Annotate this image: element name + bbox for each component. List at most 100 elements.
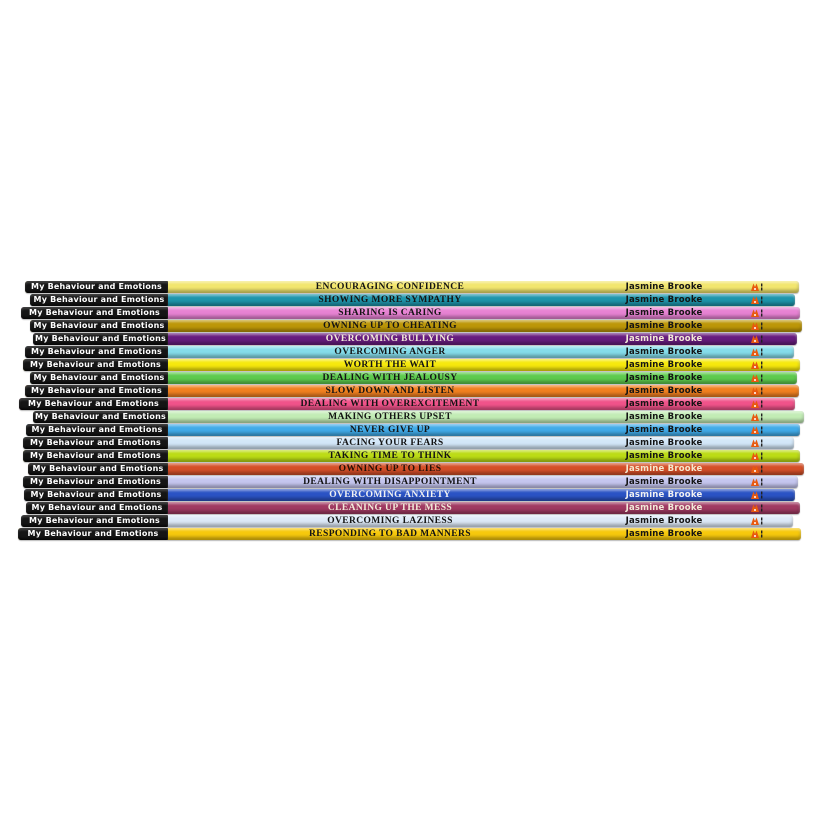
series-label: My Behaviour and Emotions [30, 372, 168, 384]
book-author: Jasmine Brooke [625, 464, 703, 474]
book-title: NEVER GIVE UP [349, 425, 431, 435]
series-label: My Behaviour and Emotions [30, 294, 168, 306]
series-label-text: My Behaviour and Emotions [35, 412, 166, 421]
series-label: My Behaviour and Emotions [24, 489, 168, 501]
series-label: My Behaviour and Emotions [18, 528, 168, 540]
book-author: Jasmine Brooke [625, 308, 703, 318]
series-label-text: My Behaviour and Emotions [30, 360, 161, 369]
book-author: Jasmine Brooke [625, 360, 703, 370]
book-spine[interactable]: My Behaviour and Emotions DEALING WITH DI… [23, 476, 798, 488]
series-label: My Behaviour and Emotions [23, 359, 168, 371]
book-title: DEALING WITH DISAPPOINTMENT [303, 477, 477, 487]
book-spine[interactable]: My Behaviour and Emotions OVERCOMING BULL… [33, 333, 797, 345]
series-label: My Behaviour and Emotions [28, 463, 168, 475]
book-spine[interactable]: My Behaviour and Emotions SLOW DOWN AND L… [25, 385, 799, 397]
book-author: Jasmine Brooke [625, 334, 703, 344]
publisher-logo-icon [750, 359, 767, 371]
book-spine[interactable]: My Behaviour and Emotions SHARING IS CARI… [21, 307, 800, 319]
publisher-logo-icon [750, 424, 767, 436]
book-title: WORTH THE WAIT [343, 360, 437, 370]
publisher-logo-icon [750, 437, 767, 449]
book-title: OVERCOMING BULLYING [325, 334, 455, 344]
series-label-text: My Behaviour and Emotions [32, 464, 164, 473]
book-author: Jasmine Brooke [625, 451, 703, 461]
series-label-text: My Behaviour and Emotions [28, 399, 159, 408]
publisher-logo-icon [750, 294, 767, 306]
book-title: RESPONDING TO BAD MANNERS [309, 529, 471, 539]
book-spine[interactable]: My Behaviour and Emotions TAKING TIME TO … [23, 450, 800, 462]
book-title: DEALING WITH JEALOUSY [322, 373, 458, 383]
series-label: My Behaviour and Emotions [21, 307, 168, 319]
publisher-logo-icon [750, 489, 767, 501]
book-spine[interactable]: My Behaviour and Emotions OWNING UP TO CH… [30, 320, 802, 332]
publisher-logo-icon [750, 476, 767, 488]
series-label-text: My Behaviour and Emotions [31, 347, 162, 356]
book-spine[interactable]: My Behaviour and Emotions RESPONDING TO B… [18, 528, 801, 540]
book-title: TAKING TIME TO THINK [328, 451, 452, 461]
book-title: SHARING IS CARING [338, 308, 442, 318]
book-title: SHOWING MORE SYMPATHY [318, 295, 462, 305]
book-spine[interactable]: My Behaviour and Emotions DEALING WITH JE… [30, 372, 797, 384]
book-spine[interactable]: My Behaviour and Emotions NEVER GIVE UP Ja… [26, 424, 800, 436]
series-label-text: My Behaviour and Emotions [33, 373, 165, 382]
book-title: OVERCOMING ANGER [334, 347, 446, 357]
series-label-text: My Behaviour and Emotions [30, 477, 161, 486]
book-title: FACING YOUR FEARS [336, 438, 444, 448]
series-label: My Behaviour and Emotions [26, 424, 168, 436]
publisher-logo-icon [750, 320, 767, 332]
series-label-text: My Behaviour and Emotions [31, 503, 163, 512]
book-author: Jasmine Brooke [625, 477, 703, 487]
publisher-logo-icon [750, 528, 767, 540]
book-spine[interactable]: My Behaviour and Emotions FACING YOUR FEA… [23, 437, 794, 449]
publisher-logo-icon [750, 372, 767, 384]
book-spine[interactable]: My Behaviour and Emotions OVERCOMING ANGE… [25, 346, 794, 358]
book-author: Jasmine Brooke [625, 490, 703, 500]
series-label-text: My Behaviour and Emotions [31, 425, 163, 434]
book-spine[interactable]: My Behaviour and Emotions MAKING OTHERS U… [33, 411, 804, 423]
publisher-logo-icon [750, 385, 767, 397]
book-author: Jasmine Brooke [625, 516, 703, 526]
book-spine[interactable]: My Behaviour and Emotions OWNING UP TO LI… [28, 463, 804, 475]
book-spine[interactable]: My Behaviour and Emotions OVERCOMING ANXI… [24, 489, 795, 501]
book-spine[interactable]: My Behaviour and Emotions CLEANING UP THE… [26, 502, 800, 514]
book-author: Jasmine Brooke [625, 282, 703, 292]
series-label: My Behaviour and Emotions [23, 450, 168, 462]
book-spine[interactable]: My Behaviour and Emotions DEALING WITH OV… [19, 398, 795, 410]
series-label-text: My Behaviour and Emotions [30, 451, 161, 460]
book-title: OVERCOMING ANXIETY [329, 490, 451, 500]
book-author: Jasmine Brooke [625, 425, 703, 435]
publisher-logo-icon [750, 333, 767, 345]
series-label: My Behaviour and Emotions [25, 281, 168, 293]
book-spine[interactable]: My Behaviour and Emotions ENCOURAGING CON… [25, 281, 799, 293]
publisher-logo-icon [750, 450, 767, 462]
series-label: My Behaviour and Emotions [23, 437, 168, 449]
book-author: Jasmine Brooke [625, 321, 703, 331]
book-title: ENCOURAGING CONFIDENCE [315, 282, 465, 292]
series-label: My Behaviour and Emotions [25, 346, 168, 358]
book-title: OWNING UP TO CHEATING [323, 321, 457, 331]
series-label-text: My Behaviour and Emotions [27, 529, 159, 538]
series-label-text: My Behaviour and Emotions [30, 490, 162, 499]
book-title: OVERCOMING LAZINESS [327, 516, 453, 526]
series-label-text: My Behaviour and Emotions [31, 282, 162, 291]
series-label: My Behaviour and Emotions [30, 320, 168, 332]
book-title: CLEANING UP THE MESS [327, 503, 453, 513]
series-label-text: My Behaviour and Emotions [29, 308, 160, 317]
book-title: OWNING UP TO LIES [338, 464, 442, 474]
series-label: My Behaviour and Emotions [26, 502, 168, 514]
series-label-text: My Behaviour and Emotions [33, 321, 165, 330]
book-author: Jasmine Brooke [625, 503, 703, 513]
book-author: Jasmine Brooke [625, 529, 703, 539]
publisher-logo-icon [750, 346, 767, 358]
series-label-text: My Behaviour and Emotions [35, 334, 166, 343]
series-label: My Behaviour and Emotions [33, 333, 168, 345]
book-spine[interactable]: My Behaviour and Emotions SHOWING MORE SY… [30, 294, 795, 306]
series-label-text: My Behaviour and Emotions [33, 295, 165, 304]
book-spine[interactable]: My Behaviour and Emotions WORTH THE WAIT J… [23, 359, 800, 371]
book-title: MAKING OTHERS UPSET [328, 412, 452, 422]
publisher-logo-icon [750, 281, 767, 293]
book-spine[interactable]: My Behaviour and Emotions OVERCOMING LAZI… [21, 515, 793, 527]
series-label: My Behaviour and Emotions [21, 515, 168, 527]
series-label: My Behaviour and Emotions [19, 398, 168, 410]
